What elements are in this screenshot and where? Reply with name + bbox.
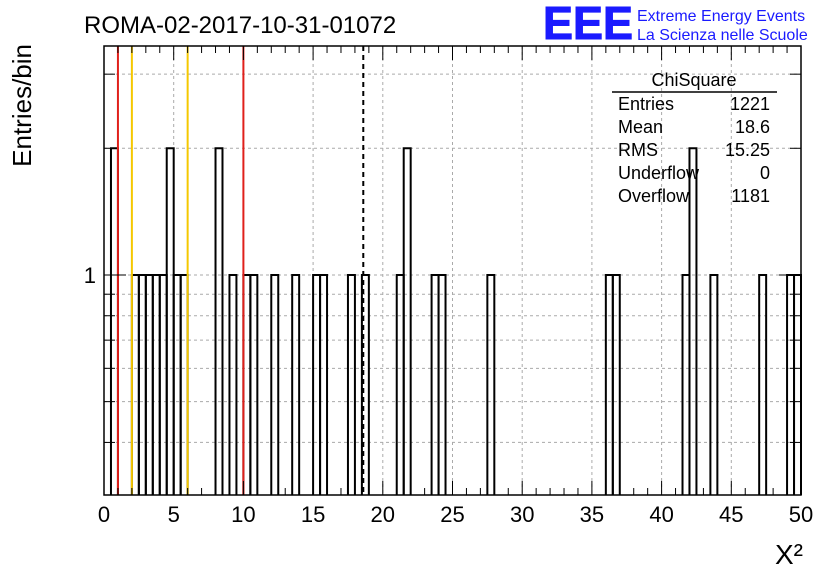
- histogram-bin: [611, 273, 621, 495]
- histogram-bin: [270, 273, 280, 495]
- histogram-bin: [291, 273, 301, 495]
- histogram: [109, 147, 802, 495]
- x-tick-label: 10: [231, 502, 255, 527]
- chart-title: ROMA-02-2017-10-31-01072: [84, 12, 396, 39]
- histogram-bin: [793, 273, 802, 495]
- histogram-bin: [179, 273, 189, 495]
- histogram-bin: [437, 273, 447, 495]
- histogram-bin: [158, 273, 168, 495]
- histogram-bin: [144, 273, 154, 495]
- axis-ticks: [103, 46, 802, 495]
- marker-lines: [116, 46, 365, 495]
- stats-label: RMS: [618, 140, 658, 160]
- x-tick-label: 15: [301, 502, 325, 527]
- histogram-bin: [130, 273, 140, 495]
- stats-title: ChiSquare: [651, 70, 736, 90]
- y-tick-label: 1: [84, 263, 96, 288]
- histogram-bin: [360, 273, 370, 495]
- x-tick-label: 5: [168, 502, 180, 527]
- histogram-bin: [402, 147, 412, 495]
- histogram-bin: [604, 273, 614, 495]
- histogram-bin: [758, 273, 768, 495]
- stats-label: Mean: [618, 117, 663, 137]
- x-tick-label: 25: [440, 502, 464, 527]
- histogram-bin: [172, 273, 182, 495]
- x-tick-label: 20: [371, 502, 395, 527]
- stats-value: 18.6: [735, 117, 770, 137]
- logo-line1: Extreme Energy Events: [637, 8, 805, 25]
- plot-frame: [103, 45, 802, 496]
- histogram-bin: [346, 273, 356, 495]
- histogram-bin: [319, 273, 329, 495]
- histogram-bin: [165, 147, 175, 495]
- stats-value: 1221: [730, 94, 770, 114]
- logo-text: EEE: [543, 0, 633, 49]
- stats-value: 1181: [731, 186, 770, 206]
- histogram-bin: [312, 273, 322, 495]
- x-tick-label: 35: [580, 502, 604, 527]
- x-axis-label: X²: [775, 539, 803, 570]
- histogram-bin: [395, 273, 405, 495]
- x-tick-label: 45: [719, 502, 743, 527]
- histogram-bin: [242, 273, 252, 495]
- histogram-bin: [486, 273, 496, 495]
- histogram-bin: [214, 147, 224, 495]
- x-tick-label: 0: [98, 502, 110, 527]
- stats-box: ChiSquare Entries 1221 Mean 18.6 RMS 15.25 Und…: [612, 70, 777, 206]
- histogram-bin: [228, 273, 238, 495]
- logo-line2: La Scienza nelle Scuole: [637, 27, 808, 44]
- x-tick-label: 30: [510, 502, 534, 527]
- histogram-bin: [151, 273, 161, 495]
- histogram-bin: [109, 147, 119, 495]
- histogram-bin: [681, 273, 691, 495]
- stats-label: Underflow: [618, 163, 700, 183]
- stats-label: Overflow: [618, 186, 690, 206]
- stats-label: Entries: [618, 94, 674, 114]
- histogram-bin: [786, 273, 796, 495]
- histogram-bin: [249, 273, 259, 495]
- tick-labels: 0 5 10 15 20 25 30 35 40 45 50 1: [84, 263, 813, 527]
- x-tick-label: 40: [649, 502, 673, 527]
- histogram-bin: [137, 273, 147, 495]
- histogram-bin: [688, 147, 698, 495]
- histogram-bin: [430, 273, 440, 495]
- histogram-bin: [709, 273, 719, 495]
- y-axis-label: Entries/bin: [7, 44, 37, 167]
- stats-value: 0: [760, 163, 770, 183]
- x-tick-label: 50: [789, 502, 813, 527]
- stats-value: 15.25: [725, 140, 770, 160]
